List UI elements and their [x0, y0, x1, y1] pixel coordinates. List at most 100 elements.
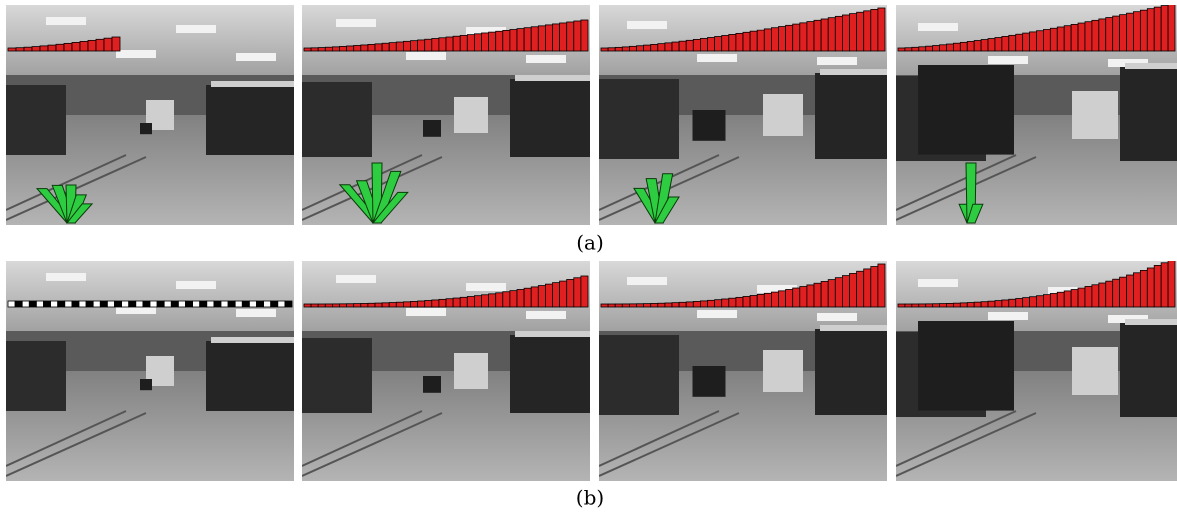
poster: [454, 97, 488, 133]
overlay-bar: [1009, 299, 1016, 307]
cubicle-top: [1125, 319, 1177, 325]
overlay-bar: [615, 304, 622, 307]
cubicle: [206, 341, 296, 411]
overlay-bar: [995, 301, 1002, 307]
overlay-bar: [953, 303, 960, 307]
overlay-bar: [764, 293, 771, 307]
overlay-bar: [878, 8, 885, 51]
overlay-bar: [489, 32, 496, 51]
overlay-bar: [482, 295, 489, 307]
cubicle: [510, 79, 600, 157]
overlay-bar: [228, 301, 235, 307]
overlay-bar: [1133, 273, 1140, 307]
overlay-bar: [981, 40, 988, 51]
overlay-bar: [658, 44, 665, 51]
overlay-bar: [164, 301, 171, 307]
overlay-bar: [432, 300, 439, 307]
trash-can: [693, 366, 726, 397]
trash-can: [918, 65, 1014, 155]
overlay-bar: [531, 287, 538, 307]
cubicle-top: [1125, 63, 1177, 69]
overlay-bar: [257, 301, 264, 307]
overlay-bar: [32, 47, 40, 51]
overlay-bar: [107, 301, 114, 307]
overlay-bar: [779, 27, 786, 51]
overlay-bar: [722, 299, 729, 307]
overlay-bar: [821, 281, 828, 307]
overlay-bar: [489, 294, 496, 307]
overlay-bar: [864, 269, 871, 307]
overlay-bar: [693, 301, 700, 307]
overlay-bar: [793, 288, 800, 307]
ceiling-light: [336, 19, 376, 27]
overlay-bar: [842, 276, 849, 307]
overlay-bar: [538, 286, 545, 307]
overlay-bar: [743, 32, 750, 51]
cubicle-top: [211, 337, 296, 343]
overlay-bar: [736, 297, 743, 307]
cubicle: [815, 73, 905, 159]
overlay-bar: [637, 304, 644, 307]
cubicle: [206, 85, 296, 155]
ceiling-light: [918, 279, 958, 287]
overlay-bar: [608, 48, 615, 51]
overlay-bar: [332, 304, 339, 307]
overlay-bar: [517, 29, 524, 51]
cubicle-top: [515, 331, 600, 337]
ceiling-light: [116, 50, 156, 58]
overlay-bar: [510, 30, 517, 51]
overlay-bar: [850, 273, 857, 307]
overlay-bar: [757, 30, 764, 51]
overlay-bar: [143, 301, 150, 307]
overlay-bar: [665, 303, 672, 307]
overlay-bar: [919, 47, 926, 51]
overlay-bar: [786, 289, 793, 307]
ceiling-light: [406, 308, 446, 316]
overlay-bar: [729, 298, 736, 307]
overlay-bar: [460, 297, 467, 307]
overlay-bar: [8, 48, 16, 51]
overlay-bar: [757, 294, 764, 307]
overlay-bar: [926, 46, 933, 51]
overlay-bar: [700, 301, 707, 307]
overlay-bar: [368, 44, 375, 51]
overlay-bar: [545, 284, 552, 307]
overlay-bar: [574, 278, 581, 307]
overlay-bar: [940, 304, 947, 307]
overlay-bar: [629, 304, 636, 307]
overlay-bar: [1113, 279, 1120, 307]
overlay-bar: [332, 47, 339, 51]
overlay-bar: [715, 300, 722, 307]
overlay-bar: [411, 301, 418, 307]
overlay-bar: [912, 304, 919, 307]
overlay-bar: [482, 33, 489, 51]
overlay-bar: [1099, 283, 1106, 307]
overlay-bar: [496, 31, 503, 51]
overlay-bar: [65, 301, 72, 307]
overlay-bar: [157, 301, 164, 307]
overlay-bar: [644, 304, 651, 307]
ceiling-light: [176, 25, 216, 33]
overlay-bar: [285, 301, 292, 307]
overlay-bar: [764, 29, 771, 51]
overlay-bar: [29, 301, 36, 307]
overlay-bar: [1030, 32, 1037, 51]
overlay-bar: [672, 303, 679, 307]
overlay-bar: [1023, 33, 1030, 51]
overlay-bar: [1085, 22, 1092, 51]
overlay-bar: [311, 48, 318, 51]
overlay-bar: [340, 304, 347, 307]
trash-can: [140, 123, 152, 134]
overlay-bar: [446, 37, 453, 51]
overlay-bar: [389, 303, 396, 307]
overlay-bar: [857, 12, 864, 51]
ceiling-light: [46, 273, 86, 281]
overlay-bar: [1078, 288, 1085, 307]
overlay-bar: [249, 301, 256, 307]
cubicle: [1120, 67, 1177, 161]
overlay-bar: [93, 301, 100, 307]
overlay-bar: [503, 30, 510, 51]
overlay-bar: [1140, 270, 1147, 307]
overlay-bar: [708, 38, 715, 51]
cubicle: [599, 79, 679, 159]
